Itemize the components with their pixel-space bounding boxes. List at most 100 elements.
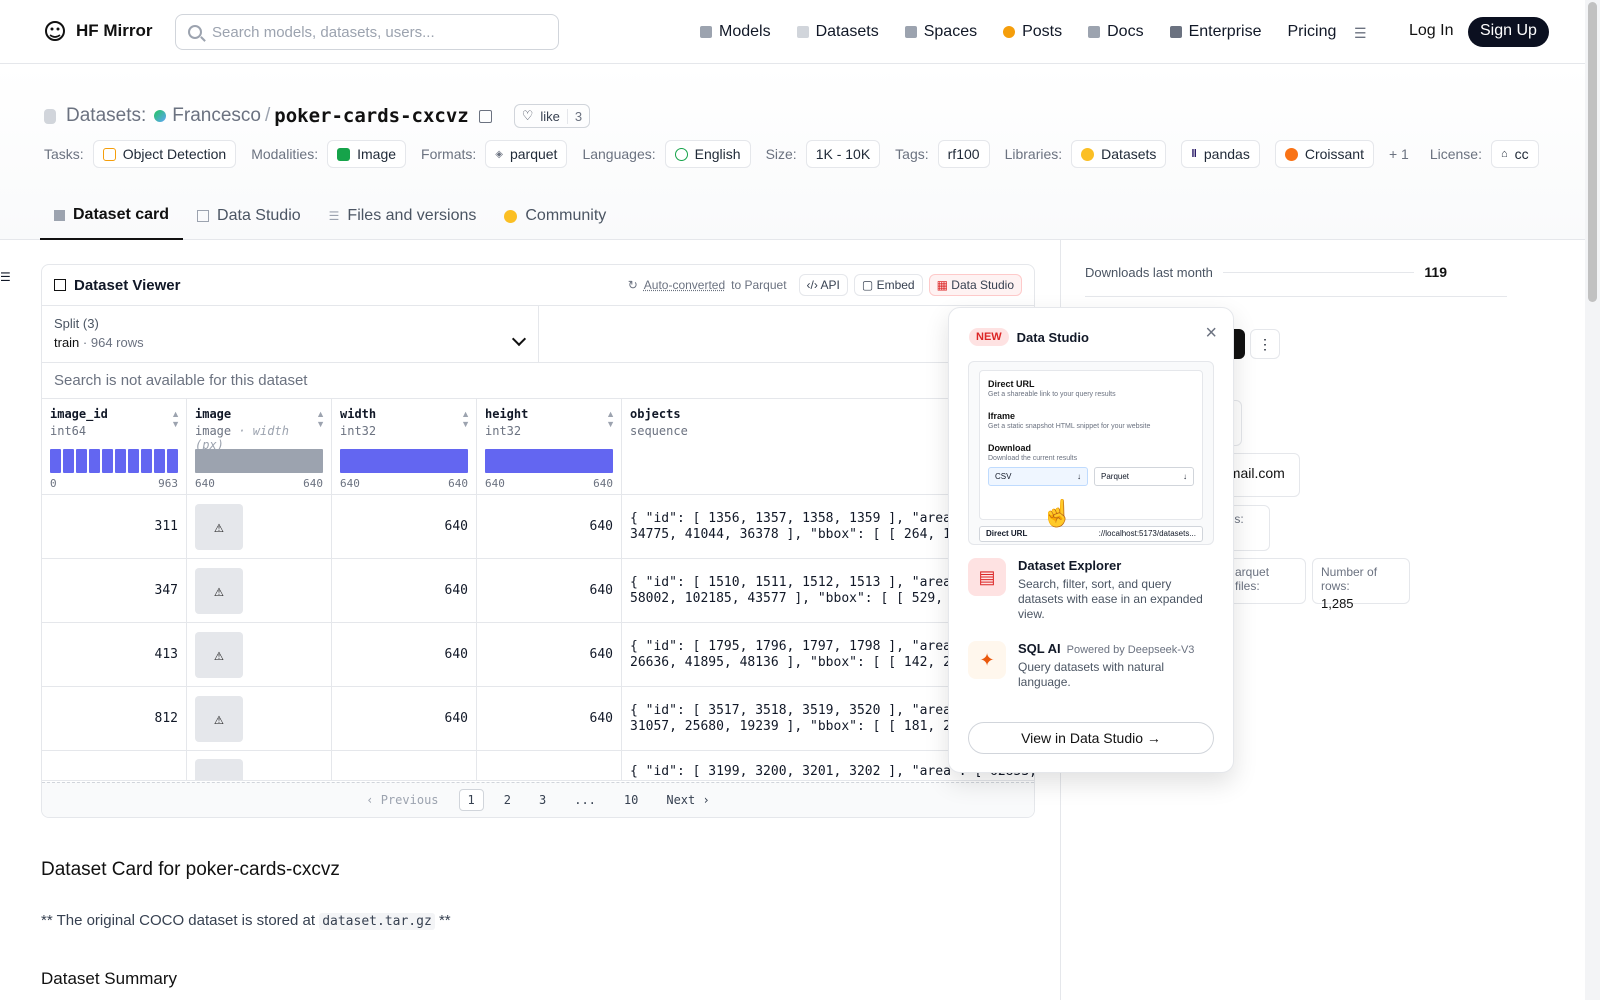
close-icon[interactable]: × [1205,322,1217,344]
size-chip[interactable]: 1K - 10K [805,140,881,168]
tab-files[interactable]: ☰ Files and versions [315,192,491,240]
nav-pricing-label: Pricing [1287,23,1337,40]
page-3[interactable]: 3 [538,793,547,807]
data-studio-button[interactable]: ▦ Data Studio [928,274,1022,296]
cell-width: 640 [332,559,477,622]
preview-h2: Iframe [988,411,1016,421]
table-row[interactable]: 311 ⚠ 640 640 { "id": [ 1356, 1357, 1358… [42,495,1034,559]
login-link[interactable]: Log In [1409,22,1454,39]
nav-links: Models Datasets Spaces Posts Docs Enterp… [700,18,1362,46]
dataset-explorer-feature[interactable]: ▤ Dataset Explorer Search, filter, sort,… [968,558,1218,622]
datasets-lib-chip[interactable]: Datasets [1071,140,1167,168]
tab-files-label: Files and versions [347,207,477,224]
nav-datasets[interactable]: Datasets [796,18,879,46]
column-image-id[interactable]: image_id int64 ▲ ▼ 0 963 [42,399,187,494]
view-in-data-studio-button[interactable]: View in Data Studio → [968,722,1214,754]
warning-icon: ⚠ [195,695,243,742]
croissant-label: Croissant [1304,146,1364,162]
cell-objects: { "id": [ 1795, 1796, 1797, 1798 ], "are… [630,638,974,670]
column-objects[interactable]: objects sequence [622,399,1034,494]
cell-image[interactable] [187,751,332,780]
cell-image[interactable]: ⚠ [187,623,332,686]
modality-chip[interactable]: Image [327,140,407,168]
like-count: 3 [566,108,589,124]
more-options-icon[interactable]: ⋮ [1250,329,1280,359]
table-row[interactable]: 413 ⚠ 640 640 { "id": [ 1795, 1796, 1797… [42,623,1034,687]
scrollbar-thumb[interactable] [1588,2,1597,302]
cell-objects: { "id": [ 1356, 1357, 1358, 1359 ], "are… [630,510,974,542]
cell-image-id: 413 [42,623,187,686]
language-chip[interactable]: English [664,140,751,168]
sidebar-toggle-icon[interactable]: ☰ [0,270,11,284]
more-libraries[interactable]: + 1 [1388,146,1409,162]
like-label: like [540,108,560,124]
page-scrollbar[interactable] [1585,0,1600,1000]
range-max: 640 [303,477,323,490]
sort-icon[interactable]: ▲ ▼ [171,409,180,429]
downloads-stat: Downloads last month 119 [1085,264,1447,280]
nav-models[interactable]: Models [700,18,771,46]
copy-icon[interactable] [478,109,492,123]
search-input[interactable] [212,23,532,41]
search-box[interactable] [175,14,559,50]
owner-link[interactable]: Francesco [172,105,261,126]
sort-icon[interactable]: ▲ ▼ [461,409,470,429]
cell-image[interactable]: ⚠ [187,559,332,622]
nav-spaces[interactable]: Spaces [904,18,977,46]
sql-ai-feature[interactable]: ✦ SQL AI Powered by Deepseek-V3 Query dat… [968,641,1218,690]
explorer-text: Dataset Explorer Search, filter, sort, a… [1018,558,1218,622]
task-chip[interactable]: Object Detection [92,140,237,168]
auto-converted-link[interactable]: Auto-converted [643,278,726,292]
croissant-chip[interactable]: Croissant [1274,140,1374,168]
sort-icon[interactable]: ▲ ▼ [606,409,615,429]
column-image[interactable]: image image · width (px) ▲ ▼ 640 640 [187,399,332,494]
more-menu-icon[interactable]: ☰ [1354,25,1367,41]
next-page[interactable]: Next › [666,793,710,807]
nav-enterprise[interactable]: Enterprise [1169,18,1261,46]
cell-image[interactable]: ⚠ [187,687,332,750]
nav-posts[interactable]: Posts [1003,18,1062,46]
page-10[interactable]: 10 [623,793,639,807]
tag-chip[interactable]: rf100 [937,140,990,168]
table-row[interactable]: { "id": [ 3199, 3200, 3201, 3202 ], "are… [42,751,1034,781]
page-1[interactable]: 1 [458,789,484,811]
nav-pricing[interactable]: Pricing [1287,18,1336,46]
cell-image-id: 812 [42,687,187,750]
table-row[interactable]: 347 ⚠ 640 640 { "id": [ 1510, 1511, 1512… [42,559,1034,623]
split-separator: · [82,335,91,350]
downloads-value: 119 [1424,264,1447,280]
format-chip[interactable]: ◈ parquet [485,140,568,168]
like-button[interactable]: ♡ like 3 [513,104,591,128]
column-type-base: image [195,424,232,438]
page-2[interactable]: 2 [503,793,511,807]
prev-page[interactable]: ‹ Previous [366,793,439,807]
api-button[interactable]: ‹/› API [798,274,848,296]
files-icon: ☰ [328,209,340,223]
tab-dataset-card[interactable]: Dataset card [40,192,184,240]
cell-image[interactable]: ⚠ [187,495,332,558]
dataset-name[interactable]: poker-cards-cxcvz [274,105,469,127]
logo[interactable]: HF Mirror [42,18,153,44]
range-max: 640 [593,477,613,490]
license-icon: ⌂ [1500,148,1508,160]
preview-download-buttons: CSV ↓ Parquet ↓ [988,467,1194,486]
search-unavailable: Search is not available for this dataset [42,363,1034,399]
license-chip[interactable]: ⌂ cc [1490,140,1539,168]
column-headers: image_id int64 ▲ ▼ 0 963 image image · wid… [42,399,1034,495]
image-icon [337,147,351,161]
pandas-chip[interactable]: ‖ pandas [1181,140,1260,168]
column-height[interactable]: height int32 ▲ ▼ 640 640 [477,399,622,494]
split-selector[interactable]: Split (3) train · 964 rows [42,306,539,362]
table-row[interactable]: 812 ⚠ 640 640 { "id": [ 3517, 3518, 3519… [42,687,1034,751]
nav-docs[interactable]: Docs [1088,18,1144,46]
divider [1085,296,1507,297]
column-width[interactable]: width int32 ▲ ▼ 640 640 [332,399,477,494]
sort-icon[interactable]: ▲ ▼ [316,409,325,429]
posts-icon [1003,26,1016,38]
tab-data-studio[interactable]: Data Studio [183,192,315,240]
signup-button[interactable]: Sign Up [1468,17,1549,47]
tab-community[interactable]: Community [490,192,620,240]
datasets-breadcrumb[interactable]: Datasets: [66,105,147,126]
embed-button[interactable]: ▢ Embed [853,274,923,296]
cell-width [332,751,477,780]
